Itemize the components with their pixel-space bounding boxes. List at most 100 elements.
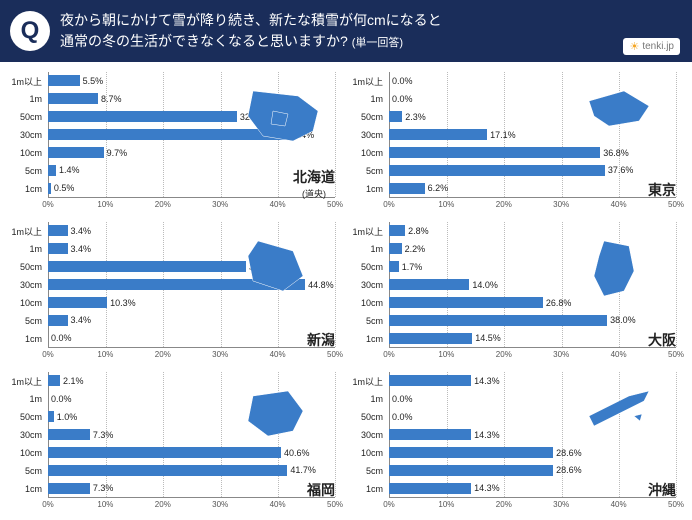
bar: 37.6%	[389, 165, 605, 176]
region-map-icon	[243, 386, 323, 451]
axis-tick: 30%	[212, 500, 228, 509]
bar: 3.4%	[48, 243, 68, 254]
axis-tick: 20%	[155, 500, 171, 509]
q-badge: Q	[10, 11, 50, 51]
bar: 36.8%	[389, 147, 600, 158]
chart-container: Q 夜から朝にかけて雪が降り続き、新たな積雪が何cmになると 通常の冬の生活がで…	[0, 0, 692, 519]
value-label: 7.3%	[93, 483, 114, 493]
chart-grid: 1m以上1m50cm30cm10cm5cm1cm5.5%8.7%32.9%41.…	[0, 62, 692, 520]
category-label: 10cm	[8, 294, 46, 312]
category-label: 1m以上	[8, 72, 46, 90]
category-label: 5cm	[349, 312, 387, 330]
category-label: 1cm	[8, 480, 46, 498]
value-label: 0.0%	[392, 94, 413, 104]
axis-tick: 0%	[42, 200, 54, 209]
category-label: 1cm	[349, 480, 387, 498]
bar: 2.8%	[389, 225, 405, 236]
category-label: 30cm	[349, 426, 387, 444]
axis-tick: 50%	[668, 200, 684, 209]
question-line-1: 夜から朝にかけて雪が降り続き、新たな積雪が何cmになると	[60, 10, 678, 31]
region-name: 大阪	[648, 330, 676, 350]
bar: 7.3%	[48, 429, 90, 440]
axis-tick: 30%	[553, 200, 569, 209]
bar: 6.2%	[389, 183, 425, 194]
category-label: 10cm	[349, 294, 387, 312]
value-label: 26.8%	[546, 298, 572, 308]
question-sub: (単一回答)	[352, 37, 403, 49]
value-label: 28.6%	[556, 448, 582, 458]
value-label: 1.4%	[59, 165, 80, 175]
axis-tick: 40%	[611, 350, 627, 359]
axis-tick: 0%	[42, 500, 54, 509]
value-label: 14.3%	[474, 430, 500, 440]
axis-tick: 50%	[668, 350, 684, 359]
category-label: 1cm	[349, 180, 387, 198]
category-label: 30cm	[8, 426, 46, 444]
bar: 34.5%	[48, 261, 246, 272]
axis-tick: 50%	[327, 200, 343, 209]
axis-tick: 20%	[496, 200, 512, 209]
value-label: 1.0%	[57, 412, 78, 422]
axis-tick: 40%	[611, 200, 627, 209]
region-name: 沖縄	[648, 480, 676, 500]
bar: 7.3%	[48, 483, 90, 494]
value-label: 6.2%	[428, 183, 449, 193]
axis-tick: 40%	[611, 500, 627, 509]
value-label: 41.7%	[290, 465, 316, 475]
value-label: 2.8%	[408, 226, 429, 236]
region-name: 東京	[648, 180, 676, 200]
category-label: 10cm	[349, 144, 387, 162]
bar: 1.7%	[389, 261, 399, 272]
bar: 9.7%	[48, 147, 104, 158]
bar: 14.5%	[389, 333, 472, 344]
region-panel: 1m以上1m50cm30cm10cm5cm1cm2.1%0.0%1.0%7.3%…	[8, 368, 343, 516]
value-label: 3.4%	[71, 315, 92, 325]
axis-tick: 10%	[438, 350, 454, 359]
value-label: 7.3%	[93, 430, 114, 440]
category-label: 50cm	[8, 408, 46, 426]
category-label: 1m以上	[349, 222, 387, 240]
value-label: 8.7%	[101, 94, 122, 104]
axis-tick: 10%	[97, 200, 113, 209]
value-label: 5.5%	[83, 76, 104, 86]
bar: 2.3%	[389, 111, 402, 122]
value-label: 3.4%	[71, 244, 92, 254]
bar: 1.0%	[48, 411, 54, 422]
value-label: 14.5%	[475, 333, 501, 343]
region-panel: 1m以上1m50cm30cm10cm5cm1cm0.0%0.0%2.3%17.1…	[349, 68, 684, 216]
category-label: 5cm	[349, 462, 387, 480]
category-label: 50cm	[349, 108, 387, 126]
category-label: 1m以上	[8, 222, 46, 240]
bar: 1.4%	[48, 165, 56, 176]
category-label: 30cm	[349, 126, 387, 144]
axis-tick: 30%	[212, 200, 228, 209]
bar: 41.7%	[48, 465, 287, 476]
region-panel: 1m以上1m50cm30cm10cm5cm1cm3.4%3.4%34.5%44.…	[8, 218, 343, 366]
value-label: 37.6%	[608, 165, 634, 175]
question-line-2: 通常の冬の生活ができなくなると思いますか? (単一回答)	[60, 31, 678, 52]
bar: 2.2%	[389, 243, 402, 254]
value-label: 0.5%	[54, 183, 75, 193]
value-label: 14.3%	[474, 376, 500, 386]
axis-tick: 20%	[155, 200, 171, 209]
region-panel: 1m以上1m50cm30cm10cm5cm1cm2.8%2.2%1.7%14.0…	[349, 218, 684, 366]
category-label: 50cm	[349, 408, 387, 426]
category-label: 10cm	[349, 444, 387, 462]
region-map-icon	[243, 86, 323, 151]
axis-tick: 20%	[496, 500, 512, 509]
region-panel: 1m以上1m50cm30cm10cm5cm1cm5.5%8.7%32.9%41.…	[8, 68, 343, 216]
bar: 3.4%	[48, 315, 68, 326]
bar: 14.3%	[389, 429, 471, 440]
axis-tick: 10%	[438, 200, 454, 209]
value-label: 3.4%	[71, 226, 92, 236]
value-label: 38.0%	[610, 315, 636, 325]
category-label: 50cm	[8, 258, 46, 276]
value-label: 10.3%	[110, 298, 136, 308]
tenki-logo: tenki.jp	[623, 38, 680, 55]
axis-tick: 0%	[383, 500, 395, 509]
region-name: 福岡	[307, 480, 335, 500]
value-label: 0.0%	[392, 76, 413, 86]
value-label: 2.2%	[405, 244, 426, 254]
value-label: 0.0%	[392, 394, 413, 404]
category-label: 1cm	[349, 330, 387, 348]
